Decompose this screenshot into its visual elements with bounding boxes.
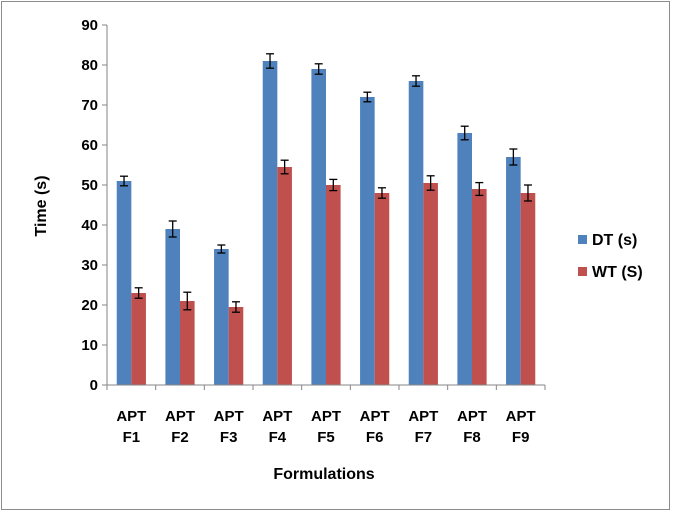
y-tick-label: 90 (81, 17, 98, 34)
y-tick-label: 10 (81, 337, 98, 354)
x-tick-label: APT F9 (506, 408, 536, 446)
y-tick-label: 30 (81, 257, 98, 274)
y-tick-label: 0 (90, 377, 98, 394)
x-axis-title: Formulations (273, 466, 374, 483)
legend: DT (s) WT (S) (578, 232, 643, 281)
bar (408, 81, 424, 385)
bar (374, 193, 390, 385)
legend-swatch (578, 235, 587, 244)
legend-label: WT (S) (592, 264, 643, 281)
bar (326, 185, 341, 385)
bar (180, 301, 195, 385)
x-tick-label: APT F8 (457, 408, 487, 446)
y-tick-label: 40 (81, 217, 98, 234)
bar (116, 181, 132, 385)
bar (228, 307, 244, 385)
bar (131, 293, 146, 385)
x-tick-label: APT F7 (408, 408, 438, 446)
error-bars (120, 53, 532, 313)
y-tick-label: 70 (81, 97, 98, 114)
y-axis-ticks: 0 10 20 30 40 50 60 70 80 90 (81, 17, 107, 394)
y-tick-label: 50 (81, 177, 98, 194)
x-tick-label: APT F5 (311, 408, 341, 446)
bars (116, 61, 536, 385)
bar (360, 97, 375, 385)
legend-label: DT (s) (592, 232, 637, 249)
y-axis-title: Time (s) (33, 175, 50, 236)
y-tick-label: 20 (81, 297, 98, 314)
bar (311, 69, 326, 385)
bar (506, 157, 521, 385)
y-tick-label: 80 (81, 57, 98, 74)
bar (520, 193, 536, 385)
bar (423, 183, 438, 385)
x-tick-label: APT F6 (360, 408, 390, 446)
bar (472, 189, 487, 385)
bar (457, 133, 472, 385)
legend-swatch (578, 267, 587, 276)
bar (262, 61, 278, 385)
x-tick-label: APT F4 (262, 408, 292, 446)
x-tick-label: APT F3 (214, 408, 244, 446)
x-axis-ticks: APT F1 APT F2 APT F3 APT F4 APT F5 APT F6 APT F7 APT F8… (106, 385, 546, 446)
x-tick-label: APT F2 (165, 408, 195, 446)
x-tick-label: APT F1 (116, 408, 146, 446)
bar (165, 229, 180, 385)
bar (277, 167, 292, 385)
y-tick-label: 60 (81, 137, 98, 154)
bar (214, 249, 229, 385)
